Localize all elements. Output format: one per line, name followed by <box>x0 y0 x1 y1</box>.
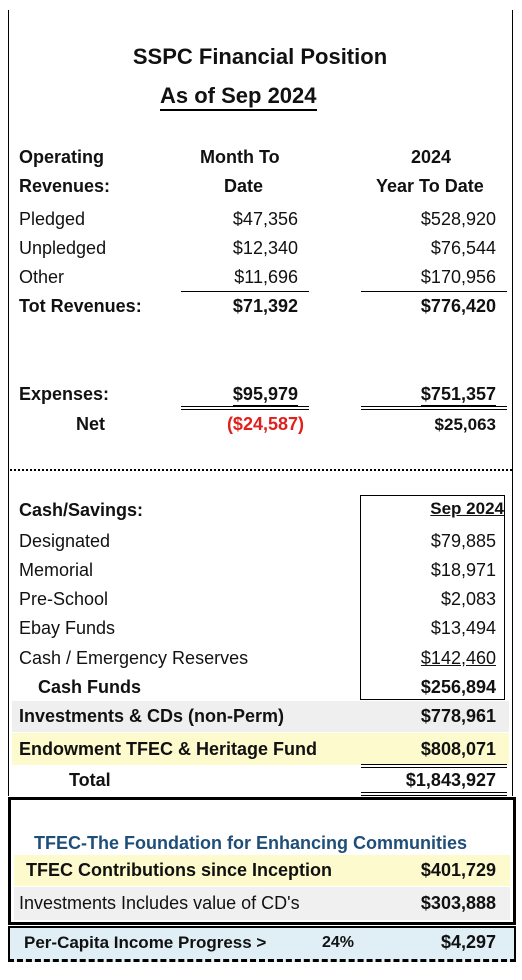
per-capita-value: $4,297 <box>440 932 496 952</box>
net-month: ($24,587) <box>226 414 304 434</box>
net-ytd: $25,063 <box>434 415 496 434</box>
header-ytd-line1: 2024 <box>411 147 452 167</box>
page-title: SSPC Financial Position <box>132 44 388 69</box>
double-rule-ytd <box>361 406 507 410</box>
expenses-label: Expenses: <box>19 384 110 404</box>
tfec-box <box>8 797 516 925</box>
tfec-title: TFEC-The Foundation for Enhancing Commun… <box>34 833 467 853</box>
cash-label-reserves: Cash / Emergency Reserves <box>19 648 249 668</box>
cash-value-designated: $79,885 <box>430 531 496 551</box>
cash-value-ebay: $13,494 <box>430 618 496 638</box>
header-ytd-line2: Year To Date <box>376 176 484 196</box>
grand-total-value: $1,843,927 <box>405 770 496 790</box>
revenue-month-pledged: $47,356 <box>232 209 298 229</box>
investments-row-bg <box>12 701 509 732</box>
revenue-ytd-pledged: $528,920 <box>420 209 496 229</box>
frame-right-border <box>512 10 513 796</box>
revenue-label-unpledged: Unpledged <box>19 238 107 258</box>
cash-heading: Cash/Savings: <box>19 500 144 520</box>
tfec-invest-row-bg <box>14 887 510 920</box>
header-label-line2: Revenues: <box>19 176 111 196</box>
cash-column-box <box>360 495 505 700</box>
header-month-line2: Date <box>224 176 264 196</box>
revenue-month-unpledged: $12,340 <box>232 238 298 258</box>
cash-column-header: Sep 2024 <box>430 499 504 518</box>
double-rule-total-top <box>361 764 507 768</box>
cash-value-memorial: $18,971 <box>430 560 496 580</box>
cash-value-preschool: $2,083 <box>440 589 496 609</box>
tfec-contrib-value: $401,729 <box>420 860 496 880</box>
double-rule-total-bottom <box>361 792 507 796</box>
total-revenues-ytd: $776,420 <box>420 296 496 316</box>
revenue-ytd-unpledged: $76,544 <box>430 238 496 258</box>
endowment-label: Endowment TFEC & Heritage Fund <box>19 739 318 759</box>
revenue-label-other: Other <box>19 267 65 287</box>
tfec-contrib-label: TFEC Contributions since Inception <box>26 860 332 880</box>
revenue-month-other: $11,696 <box>234 267 298 287</box>
revenue-ytd-other: $170,956 <box>420 267 496 287</box>
per-capita-box <box>8 926 516 962</box>
expenses-month: $95,979 <box>232 384 298 406</box>
header-label-line1: Operating <box>19 147 105 167</box>
tfec-invest-value: $303,888 <box>420 893 496 913</box>
tfec-invest-label: Investments Includes value of CD's <box>19 893 300 913</box>
cash-funds-value: $256,894 <box>420 677 496 697</box>
cash-label-ebay: Ebay Funds <box>19 618 116 638</box>
endowment-value: $808,071 <box>420 739 496 759</box>
net-label: Net <box>76 414 106 434</box>
total-revenues-month: $71,392 <box>232 296 298 316</box>
total-revenues-label: Tot Revenues: <box>19 296 142 316</box>
grand-total-label: Total <box>69 770 111 790</box>
rule-month-subtotal <box>181 291 309 292</box>
endowment-row-bg <box>12 733 509 765</box>
cash-funds-label: Cash Funds <box>38 677 142 697</box>
tfec-contrib-row-bg <box>14 855 510 886</box>
cash-label-designated: Designated <box>19 531 111 551</box>
frame-left-border <box>8 10 9 796</box>
double-rule-month <box>181 406 309 410</box>
cash-value-reserves: $142,460 <box>420 648 496 668</box>
investments-value: $778,961 <box>420 706 496 726</box>
section-divider <box>10 469 512 471</box>
investments-label: Investments & CDs (non-Perm) <box>19 706 285 726</box>
per-capita-label: Per-Capita Income Progress > <box>24 933 267 952</box>
revenue-label-pledged: Pledged <box>19 209 86 229</box>
rule-ytd-subtotal <box>361 291 507 292</box>
header-month-line1: Month To <box>200 147 280 167</box>
page-subtitle: As of Sep 2024 <box>160 83 317 111</box>
cash-label-preschool: Pre-School <box>19 589 109 609</box>
cash-label-memorial: Memorial <box>19 560 94 580</box>
per-capita-percent: 24% <box>322 934 355 951</box>
expenses-ytd: $751,357 <box>420 384 496 406</box>
